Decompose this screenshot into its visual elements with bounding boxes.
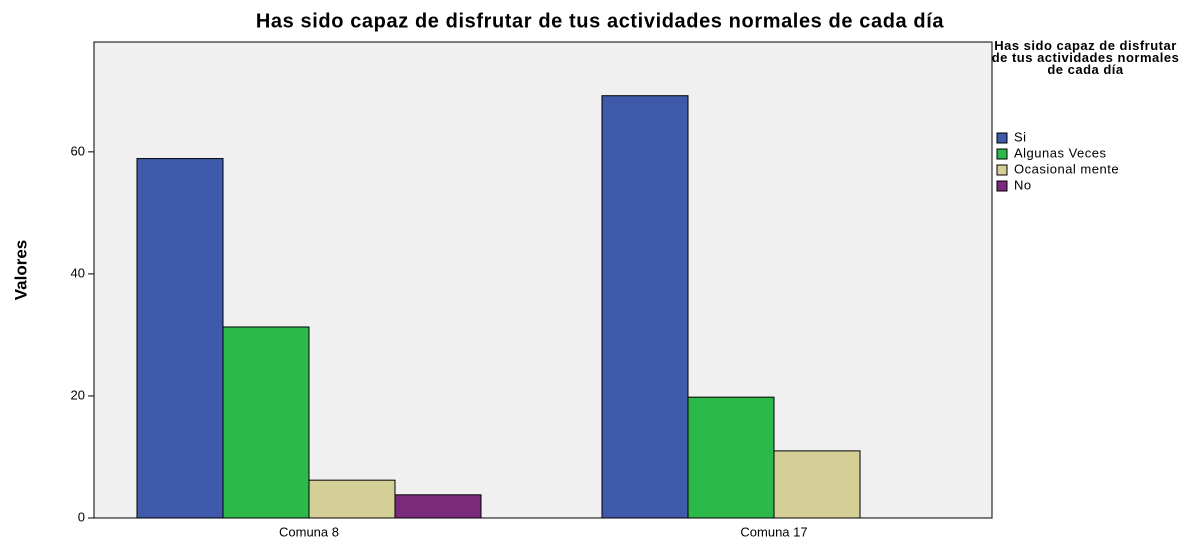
- legend-swatch: [996, 132, 1008, 144]
- y-tick-label: 40: [71, 265, 85, 280]
- bar: [773, 450, 861, 519]
- legend-label: No: [1014, 177, 1032, 192]
- legend-swatch: [996, 164, 1008, 176]
- bar: [687, 396, 775, 519]
- bar: [308, 479, 396, 519]
- y-axis-label: Valores: [11, 240, 30, 301]
- x-tick-label: Comuna 17: [740, 524, 807, 539]
- y-tick-label: 20: [71, 387, 85, 402]
- legend-label: Algunas Veces: [1014, 145, 1107, 160]
- legend-label: Si: [1014, 129, 1027, 144]
- bar: [136, 158, 224, 519]
- bar: [222, 326, 310, 519]
- y-tick-label: 0: [78, 509, 85, 524]
- legend-swatch: [996, 180, 1008, 192]
- chart-title: Has sido capaz de disfrutar de tus activ…: [256, 10, 944, 32]
- y-tick-label: 60: [71, 143, 85, 158]
- legend-swatch: [996, 148, 1008, 160]
- legend-title: Has sido capaz de disfrutar de tus activ…: [991, 38, 1180, 77]
- x-tick-label: Comuna 8: [279, 524, 339, 539]
- bar: [394, 494, 482, 519]
- bar: [601, 95, 689, 519]
- legend-label: Ocasional mente: [1014, 161, 1119, 176]
